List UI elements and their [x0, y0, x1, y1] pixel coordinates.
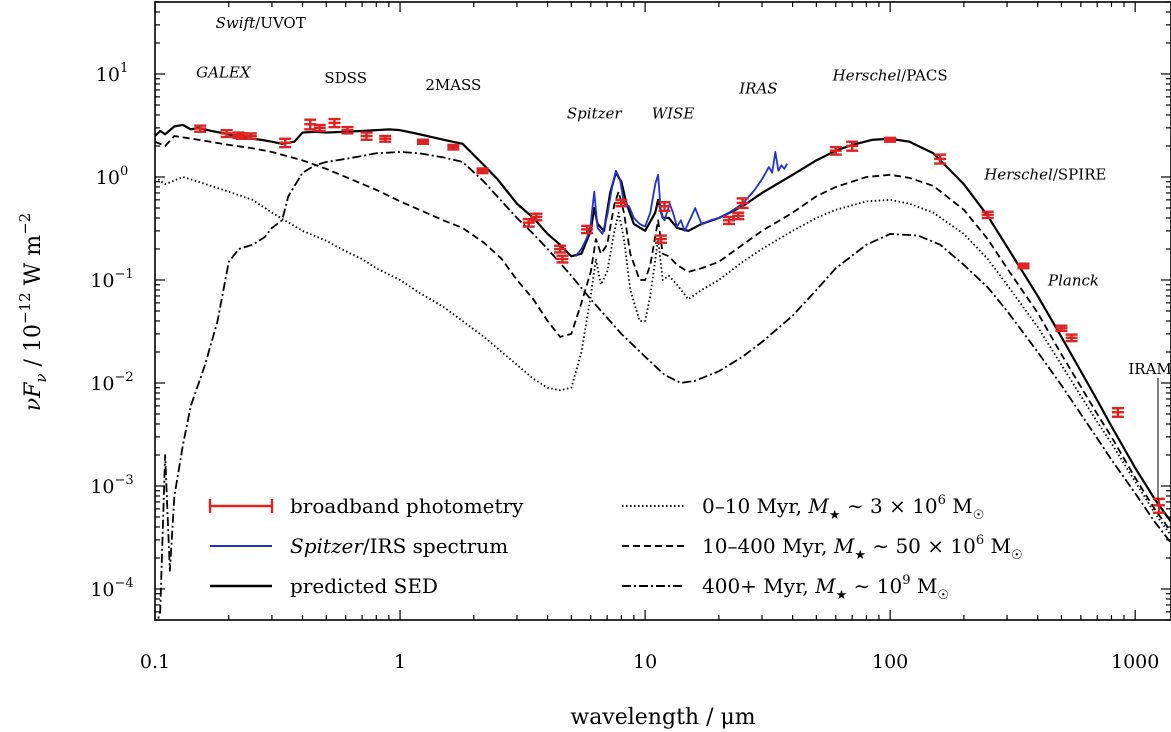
legend-label: 0–10 Myr, M★ ∼ 3 × 106 M☉	[702, 493, 984, 523]
instrument-label-herschel-pacs: Herschel/PACS	[832, 67, 948, 85]
photometry-point	[416, 138, 429, 146]
series-line-4	[156, 151, 1171, 620]
axis-ticks-group: 0.1 1 10 100 1000 10−4 10−3 10−2 10−1 100 101	[90, 1, 1171, 673]
legend-label: 400+ Myr, M★ ∼ 109 M☉	[702, 573, 949, 603]
instrument-label-2mass: 2MASS	[425, 76, 481, 94]
photometry-point	[447, 143, 460, 151]
photometry-point	[736, 197, 749, 210]
photometry-point	[341, 125, 354, 135]
y-tick-label: 100	[96, 164, 128, 189]
series-line-5	[574, 151, 788, 257]
photometry-point	[554, 244, 567, 254]
photometry-point	[1111, 406, 1124, 418]
instrument-label-iram: IRAM	[1128, 360, 1171, 378]
legend-label: Spitzer/IRS spectrum	[290, 534, 508, 558]
instrument-label-planck: Planck	[1047, 272, 1099, 290]
y-axis-title: νFν / 10−12 W m−2	[16, 213, 50, 411]
photometry-point	[194, 124, 207, 133]
photometry-point	[934, 153, 947, 165]
photometry-point	[732, 211, 745, 221]
photometry-point	[220, 128, 233, 139]
instrument-label-iras: IRAS	[738, 79, 777, 97]
photometry-point	[328, 117, 341, 129]
legend-label: predicted SED	[290, 574, 438, 598]
legend-errorbar-sample	[208, 499, 274, 513]
series-line-1	[155, 123, 1171, 523]
photometry-point	[654, 234, 667, 244]
instrument-label-spitzer: Spitzer	[567, 104, 622, 122]
photometry-point	[1152, 497, 1165, 514]
photometry-point	[244, 132, 257, 140]
legend-label: 10–400 Myr, M★ ∼ 50 × 106 M☉	[702, 533, 1023, 563]
photometry-point	[581, 224, 594, 235]
photometry-point	[829, 145, 842, 156]
photometry-point	[379, 134, 392, 143]
photometry-point	[1065, 333, 1078, 343]
instrument-label-galex: GALEX	[196, 64, 252, 82]
y-tick-label: 101	[96, 61, 128, 86]
instrument-label-herschel-spire: Herschel/SPIRE	[983, 165, 1106, 183]
x-axis-title: wavelength / μm	[570, 705, 755, 730]
y-tick-label: 10−3	[90, 473, 133, 498]
instrument-label-sdss: SDSS	[324, 69, 367, 87]
series-line-2	[155, 176, 1171, 537]
x-tick-label: 1	[394, 651, 406, 673]
photometry-point	[981, 210, 994, 220]
photometry-point	[313, 123, 326, 133]
y-tick-label: 10−2	[90, 370, 133, 395]
legend-label: broadband photometry	[290, 494, 524, 518]
photometry-group	[194, 117, 1165, 514]
photometry-point	[846, 140, 859, 152]
instrument-labels-group: Swift/UVOT GALEX SDSS 2MASS Spitzer WISE IRAS H…	[196, 14, 1171, 378]
x-tick-label: 10	[633, 651, 657, 673]
photometry-point	[279, 137, 292, 149]
y-tick-label: 10−4	[90, 576, 133, 601]
photometry-point	[530, 212, 543, 222]
instrument-label-swift-uvot: Swift/UVOT	[216, 14, 306, 32]
x-tick-label: 1000	[1111, 651, 1159, 673]
instrument-label-wise: WISE	[652, 104, 695, 122]
plot-frame	[154, 1, 1171, 621]
photometry-point	[1055, 324, 1068, 333]
x-tick-label: 0.1	[140, 651, 170, 673]
y-tick-label: 10−1	[90, 267, 133, 292]
photometry-point	[884, 136, 897, 143]
photometry-point	[360, 131, 373, 141]
x-tick-label: 100	[872, 651, 908, 673]
legend: broadband photometry Spitzer/IRS spectrum…	[208, 493, 1023, 603]
photometry-point	[658, 200, 671, 212]
photometry-point	[556, 254, 569, 264]
photometry-point	[476, 167, 489, 175]
photometry-point	[615, 198, 628, 208]
photometry-point	[1017, 262, 1030, 270]
series-line-3	[155, 135, 1171, 533]
